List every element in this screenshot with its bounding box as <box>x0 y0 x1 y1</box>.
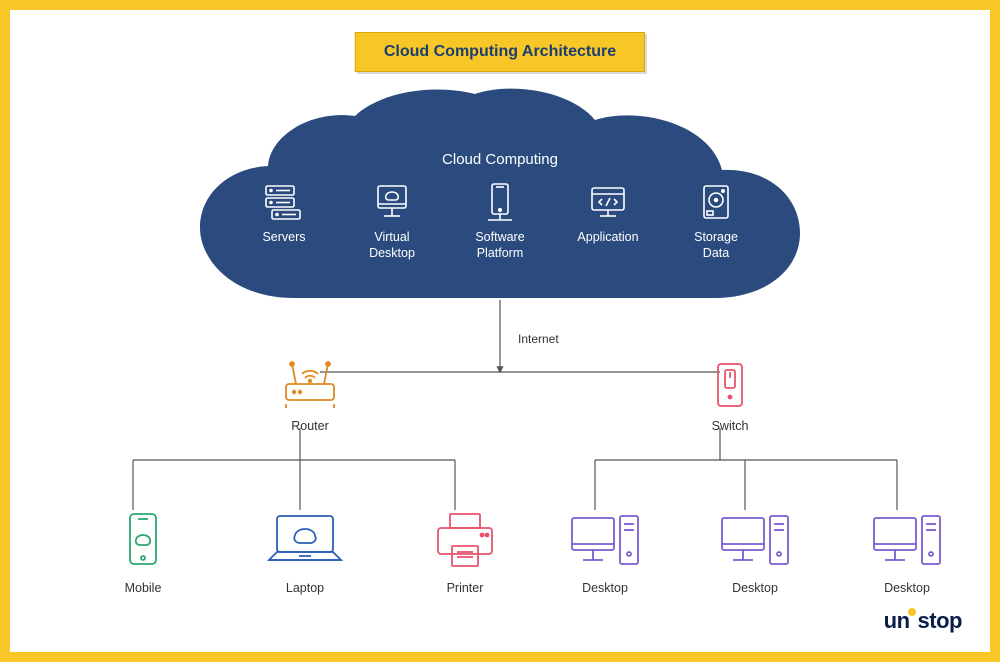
cloud-item-software-platform: Software Platform <box>450 180 550 261</box>
device-label: Printer <box>447 581 484 595</box>
desktop-icon <box>716 510 794 577</box>
device-desktop-2: Desktop <box>710 510 800 595</box>
internet-label: Internet <box>518 332 559 346</box>
servers-icon <box>262 180 306 224</box>
device-label: Mobile <box>125 581 162 595</box>
cloud-item-label: Virtual Desktop <box>369 230 415 261</box>
cloud-item-servers: Servers <box>234 180 334 246</box>
cloud-item-label: Servers <box>262 230 305 246</box>
cloud-item-label: Software Platform <box>475 230 524 261</box>
device-label: Laptop <box>286 581 324 595</box>
switch-node: Switch <box>690 360 770 433</box>
switch-label: Switch <box>712 419 749 433</box>
device-label: Desktop <box>732 581 778 595</box>
desktop-icon <box>566 510 644 577</box>
switch-icon <box>710 360 750 415</box>
printer-icon <box>430 510 500 577</box>
cloud-heading: Cloud Computing <box>200 151 800 168</box>
virtual-desktop-icon <box>370 180 414 224</box>
desktop-icon <box>868 510 946 577</box>
device-desktop-3: Desktop <box>862 510 952 595</box>
application-icon <box>586 180 630 224</box>
software-platform-icon <box>478 180 522 224</box>
cloud-item-storage-data: Storage Data <box>666 180 766 261</box>
mobile-icon <box>118 510 168 577</box>
cloud-item-virtual-desktop: Virtual Desktop <box>342 180 442 261</box>
router-label: Router <box>291 419 329 433</box>
storage-data-icon <box>694 180 738 224</box>
device-laptop: Laptop <box>260 510 350 595</box>
device-label: Desktop <box>582 581 628 595</box>
laptop-icon <box>263 510 347 577</box>
title-box: Cloud Computing Architecture <box>355 32 645 72</box>
device-printer: Printer <box>420 510 510 595</box>
cloud-region: Cloud Computing Servers <box>200 88 800 318</box>
cloud-item-application: Application <box>558 180 658 246</box>
device-label: Desktop <box>884 581 930 595</box>
logo-prefix: un <box>884 608 910 633</box>
logo-suffix: stop <box>918 608 962 633</box>
device-desktop-1: Desktop <box>560 510 650 595</box>
title-text: Cloud Computing Architecture <box>384 43 616 60</box>
router-node: Router <box>270 360 350 433</box>
cloud-items: Servers Virtual Desktop <box>230 180 770 261</box>
cloud-item-label: Storage Data <box>694 230 738 261</box>
device-mobile: Mobile <box>98 510 188 595</box>
cloud-item-label: Application <box>577 230 638 246</box>
unstop-logo: unstop <box>884 608 962 634</box>
router-icon <box>280 360 340 415</box>
diagram-frame: Cloud Computing Architecture Cloud Compu… <box>0 0 1000 662</box>
logo-dot-icon <box>908 608 916 616</box>
